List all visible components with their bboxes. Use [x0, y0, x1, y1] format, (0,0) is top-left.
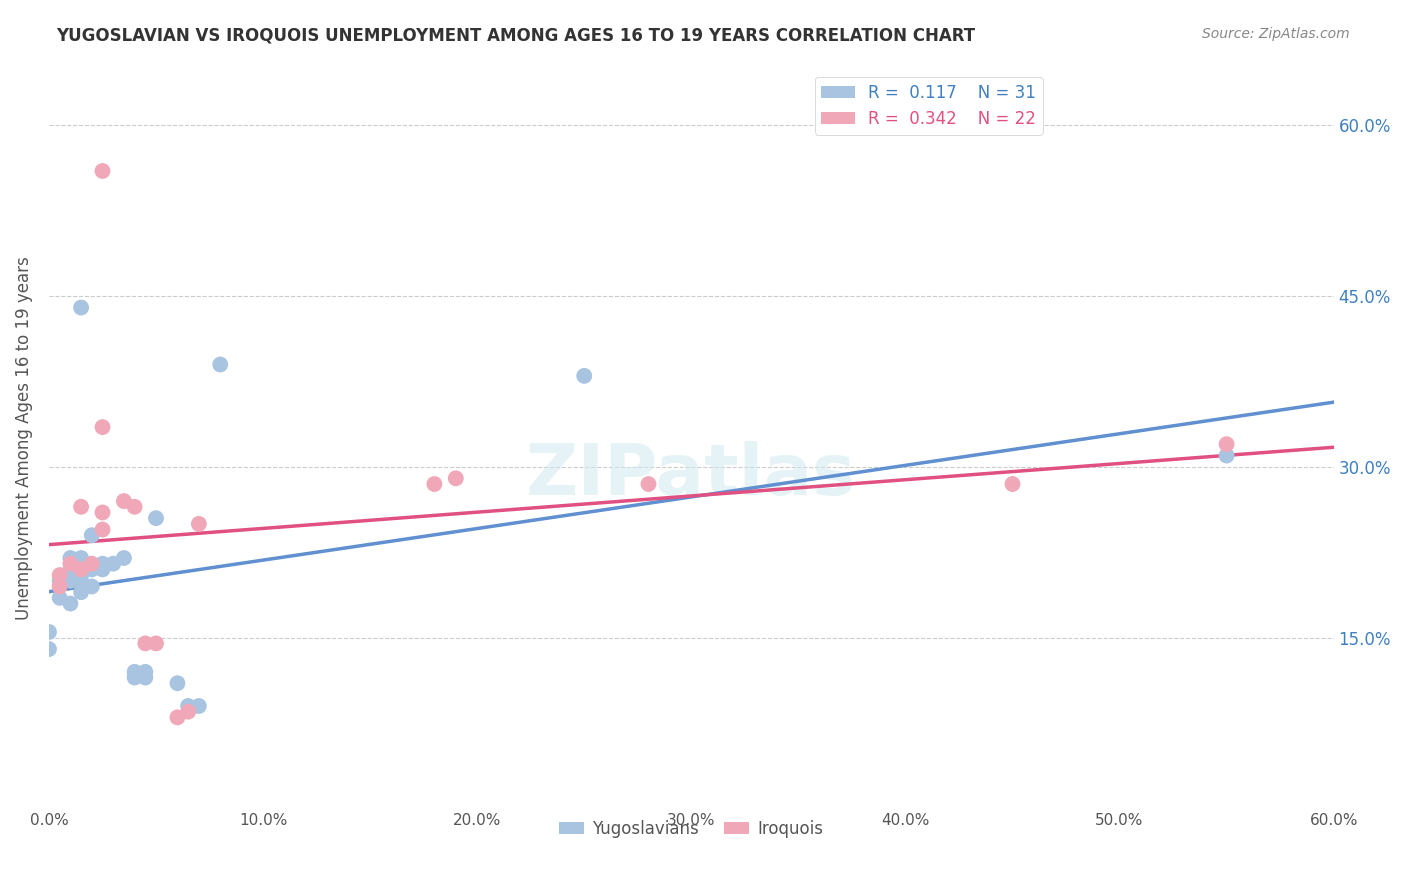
Point: [70, 568, 93, 582]
Point: [423, 477, 446, 491]
Point: [134, 665, 156, 679]
Point: [59, 557, 82, 571]
Point: [637, 477, 659, 491]
Point: [48, 568, 70, 582]
Point: [48, 574, 70, 588]
Point: [187, 698, 209, 713]
Point: [70, 500, 93, 514]
Point: [80, 528, 103, 542]
Point: [91, 523, 114, 537]
Point: [70, 562, 93, 576]
Point: [187, 516, 209, 531]
Point: [112, 494, 135, 508]
Point: [1215, 437, 1237, 451]
Point: [103, 557, 125, 571]
Point: [80, 579, 103, 593]
Point: [209, 358, 232, 372]
Point: [59, 551, 82, 566]
Point: [70, 301, 93, 315]
Point: [91, 562, 114, 576]
Text: Source: ZipAtlas.com: Source: ZipAtlas.com: [1202, 27, 1350, 41]
Point: [59, 562, 82, 576]
Point: [91, 506, 114, 520]
Point: [59, 597, 82, 611]
Point: [124, 665, 146, 679]
Legend: Yugoslavians, Iroquois: Yugoslavians, Iroquois: [553, 814, 830, 845]
Point: [134, 636, 156, 650]
Point: [70, 585, 93, 599]
Point: [48, 591, 70, 605]
Point: [91, 420, 114, 434]
Point: [444, 471, 467, 485]
Point: [112, 551, 135, 566]
Point: [124, 671, 146, 685]
Point: [134, 671, 156, 685]
Point: [145, 636, 167, 650]
Point: [70, 574, 93, 588]
Point: [166, 676, 188, 690]
Point: [48, 579, 70, 593]
Point: [91, 557, 114, 571]
Point: [124, 500, 146, 514]
Text: ZIPatlas: ZIPatlas: [526, 441, 856, 510]
Point: [166, 710, 188, 724]
Point: [177, 698, 200, 713]
Y-axis label: Unemployment Among Ages 16 to 19 years: Unemployment Among Ages 16 to 19 years: [15, 257, 32, 620]
Point: [91, 164, 114, 178]
Point: [70, 551, 93, 566]
Text: YUGOSLAVIAN VS IROQUOIS UNEMPLOYMENT AMONG AGES 16 TO 19 YEARS CORRELATION CHART: YUGOSLAVIAN VS IROQUOIS UNEMPLOYMENT AMO…: [56, 27, 976, 45]
Point: [59, 574, 82, 588]
Point: [1215, 449, 1237, 463]
Point: [80, 562, 103, 576]
Point: [145, 511, 167, 525]
Point: [38, 642, 60, 657]
Point: [1001, 477, 1024, 491]
Point: [80, 557, 103, 571]
Point: [574, 368, 596, 383]
Point: [38, 625, 60, 640]
Point: [177, 705, 200, 719]
